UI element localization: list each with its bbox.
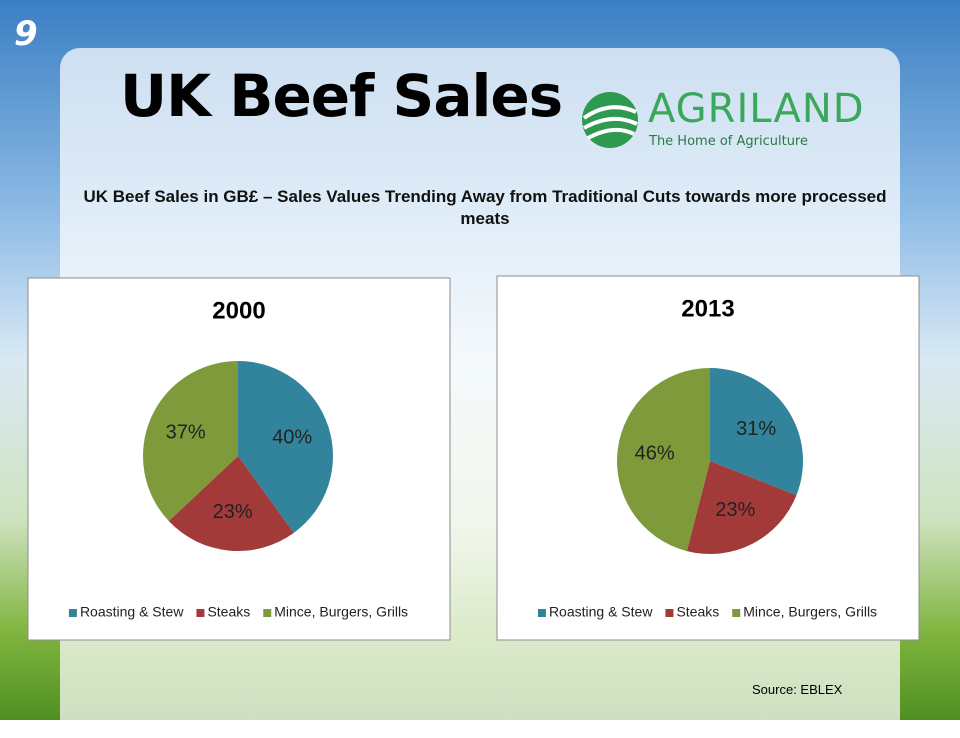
logo-name: AGRILAND	[648, 86, 865, 132]
charts: 2000 40% 23% 37% Roasting & Stew Steaks Mince,…	[27, 275, 920, 641]
pie-slice	[142, 361, 238, 522]
legend-label: Steaks	[676, 604, 719, 620]
data-label: 31%	[736, 418, 776, 440]
pie-slice	[686, 461, 797, 554]
data-label: 46%	[635, 442, 675, 464]
legend-label: Roasting & Stew	[549, 604, 653, 620]
pie-slice	[617, 368, 710, 552]
data-label: 23%	[213, 501, 253, 523]
legend-swatch	[196, 609, 205, 617]
logo-tagline: The Home of Agriculture	[649, 134, 808, 149]
legend-label: Steaks	[207, 604, 250, 620]
pie-slice	[238, 361, 334, 533]
legend-label: Mince, Burgers, Grills	[743, 604, 877, 620]
legend-swatch	[537, 609, 546, 617]
subtitle: UK Beef Sales in GB£ – Sales Values Tren…	[83, 187, 887, 228]
slide-title: UK Beef Sales	[120, 62, 563, 130]
chart-title: 2000	[212, 297, 265, 324]
legend-label: Mince, Burgers, Grills	[274, 604, 408, 620]
legend-swatch	[68, 609, 77, 617]
slide-number: 9	[14, 14, 38, 54]
legend-swatch	[665, 609, 674, 617]
legend-swatch	[263, 609, 272, 617]
legend-label: Roasting & Stew	[80, 604, 184, 620]
pie-slice	[168, 456, 294, 552]
slide: 9 UK Beef Sales AGRILAND The Home of Agr…	[0, 0, 960, 720]
source: Source: EBLEX	[752, 682, 843, 697]
data-label: 23%	[715, 499, 755, 521]
data-label: 40%	[272, 427, 312, 449]
data-label: 37%	[166, 422, 206, 444]
legend-swatch	[732, 609, 741, 617]
chart-title: 2013	[681, 295, 734, 322]
pie-slice	[710, 368, 803, 496]
